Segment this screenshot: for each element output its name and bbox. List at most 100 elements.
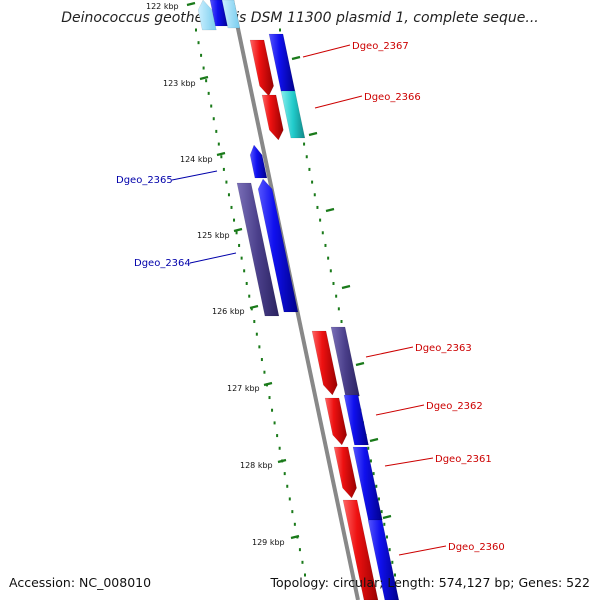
tick-dot: [250, 307, 253, 311]
tick-dot: [388, 548, 391, 552]
gene-label[interactable]: Dgeo_2366: [364, 92, 421, 103]
tick-dot: [305, 155, 308, 159]
major-tick: [216, 151, 226, 157]
tick-dot: [308, 167, 311, 171]
tick-dot: [230, 205, 233, 209]
tick-dot: [276, 434, 279, 438]
tick-dot: [293, 522, 296, 526]
gene-partial[interactable]: [197, 0, 217, 31]
gene-label[interactable]: Dgeo_2367: [352, 41, 409, 52]
gene-label[interactable]: Dgeo_2363: [415, 343, 472, 354]
tick-dot: [332, 281, 335, 285]
leader-line: [375, 404, 425, 416]
tick-dot: [335, 294, 338, 298]
tick-label: 128 kbp: [240, 461, 273, 470]
tick-dot: [298, 548, 301, 552]
leader-line: [302, 44, 351, 58]
tick-dot: [372, 472, 375, 476]
gene-label[interactable]: Dgeo_2361: [435, 454, 492, 465]
tick-dot: [212, 117, 215, 121]
gene-dgeo-2360-blue[interactable]: [367, 519, 400, 600]
tick-dot: [240, 256, 243, 260]
tick-dot: [367, 446, 370, 450]
tick-dot: [268, 396, 271, 400]
tick-dot: [321, 231, 324, 235]
tick-dot: [369, 459, 372, 463]
gene-dgeo-2365[interactable]: [249, 144, 268, 179]
tick-dot: [337, 307, 340, 311]
major-tick: [369, 437, 379, 443]
gene-label[interactable]: Dgeo_2364: [134, 258, 191, 269]
tick-label: 122 kbp: [146, 2, 179, 11]
tick-label: 123 kbp: [163, 79, 196, 88]
tick-dot: [197, 41, 200, 45]
tick-label: 129 kbp: [252, 538, 285, 547]
tick-dot: [304, 573, 306, 577]
gene-dgeo-2366[interactable]: [280, 90, 306, 139]
tick-label: 125 kbp: [197, 231, 230, 240]
tick-dot: [383, 522, 386, 526]
tick-labels: 122 kbp 123 kbp 124 kbp 125 kbp 126 kbp …: [146, 2, 285, 547]
gene-dgeo-2364[interactable]: [236, 182, 280, 317]
major-tick: [186, 1, 196, 7]
accession-text: Accession: NC_008010: [9, 575, 152, 590]
tick-dot: [286, 484, 289, 488]
tick-dot: [375, 484, 378, 488]
tick-dot: [278, 446, 281, 450]
gene-label[interactable]: Dgeo_2362: [426, 401, 483, 412]
tick-dot: [301, 560, 304, 564]
leader-line: [314, 95, 363, 109]
tick-dot: [210, 104, 213, 108]
tick-dot: [202, 66, 205, 70]
major-tick: [291, 55, 301, 61]
major-tick: [308, 131, 318, 137]
tick-dot: [205, 79, 208, 83]
gene-labels: Dgeo_2367 Dgeo_2366 Dgeo_2365 Dgeo_2364 …: [116, 41, 505, 553]
major-tick: [249, 304, 259, 310]
tick-dot: [260, 358, 263, 362]
map-title: Deinococcus geothermalis DSM 11300 plasm…: [61, 10, 539, 26]
tick-dot: [385, 535, 388, 539]
tick-dot: [303, 142, 306, 146]
leader-line: [189, 252, 237, 264]
tick-dot: [245, 281, 248, 285]
tick-dot: [263, 370, 266, 374]
tick-dot: [248, 294, 251, 298]
tick-dot: [207, 91, 210, 95]
tick-dot: [195, 28, 197, 32]
leader-line: [171, 170, 218, 181]
tick-label: 124 kbp: [180, 155, 213, 164]
tick-dot: [316, 205, 319, 209]
gene-dgeo-2366-red[interactable]: [261, 94, 284, 141]
gene-label[interactable]: Dgeo_2360: [448, 542, 505, 553]
tick-dot: [313, 193, 316, 197]
tick-dot: [217, 142, 220, 146]
tick-dot: [279, 28, 281, 32]
tick-dot: [329, 269, 332, 273]
tick-dot: [238, 243, 241, 247]
leader-line: [384, 457, 434, 467]
gene-dgeo-2360[interactable]: [342, 499, 379, 600]
tick-dot: [288, 497, 291, 501]
tick-dot: [380, 510, 383, 514]
gene-dgeo-2363-purple[interactable]: [330, 326, 360, 397]
tick-dot: [324, 243, 327, 247]
major-tick: [355, 361, 365, 367]
tick-dot: [327, 256, 330, 260]
tick-dot: [258, 345, 261, 349]
gene-dgeo-2364-blue[interactable]: [257, 178, 299, 313]
gene-dgeo-2361-blue[interactable]: [352, 446, 383, 521]
gene-dgeo-2361[interactable]: [333, 446, 357, 499]
gene-dgeo-2362-blue[interactable]: [343, 394, 369, 446]
gene-partial[interactable]: [221, 0, 241, 29]
tick-dot: [291, 510, 294, 514]
gene-label[interactable]: Dgeo_2365: [116, 175, 173, 186]
tick-dot: [283, 472, 286, 476]
summary-text: Topology: circular; Length: 574,127 bp; …: [270, 575, 591, 590]
gene-dgeo-2367-red[interactable]: [249, 39, 274, 97]
tick-dot: [271, 408, 274, 412]
gene-dgeo-2362[interactable]: [324, 397, 348, 446]
gene-dgeo-2363[interactable]: [311, 330, 338, 396]
label-leaders: [171, 44, 447, 556]
